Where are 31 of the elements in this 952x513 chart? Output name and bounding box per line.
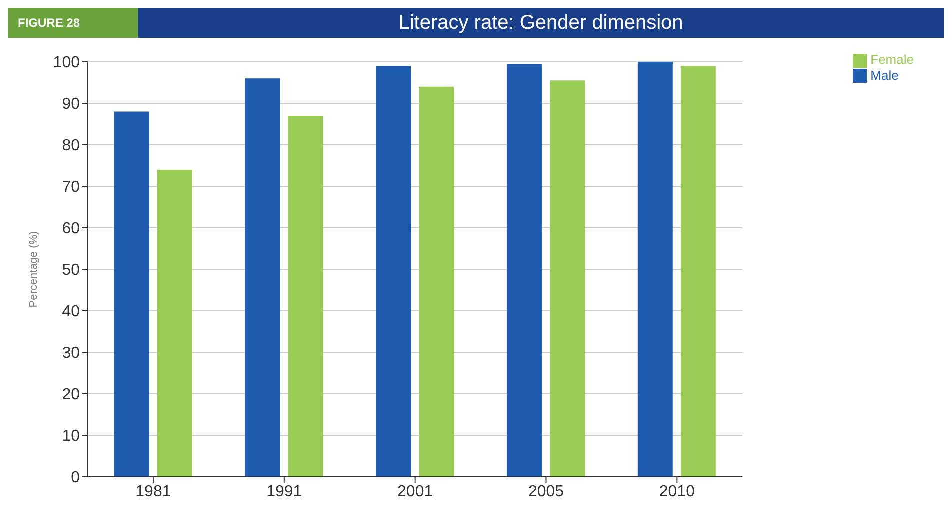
y-tick-label: 10: [62, 428, 80, 446]
bar: [376, 66, 412, 477]
y-tick-label: 100: [53, 54, 80, 72]
bar: [288, 116, 324, 477]
x-tick-label: 2001: [398, 483, 434, 500]
y-tick-label: 20: [62, 386, 80, 404]
y-tick-label: 0: [71, 470, 80, 487]
x-tick-label: 2005: [528, 483, 564, 500]
bar: [550, 80, 585, 477]
legend-label: Male: [870, 68, 899, 83]
y-tick-label: 60: [62, 220, 80, 238]
y-tick-label: 40: [62, 304, 80, 321]
caption: FIGURE 28: [8, 8, 138, 38]
y-tick-label: 70: [62, 179, 80, 196]
bar: [114, 112, 150, 477]
chart-title: Literacy rate: Gender dimension: [138, 8, 944, 38]
y-tick-label: 50: [62, 262, 80, 280]
y-tick-label: 30: [62, 345, 80, 362]
bar: [245, 78, 280, 477]
x-tick-label: 1981: [136, 483, 172, 500]
x-tick-label: 1991: [266, 483, 302, 500]
x-tick-label: 2010: [659, 483, 696, 500]
bar: [638, 62, 673, 477]
bar: [680, 66, 716, 477]
y-tick-label: 80: [62, 138, 80, 155]
bar: [506, 64, 542, 477]
legend-label: Female: [870, 52, 914, 67]
y-tick-label: 90: [62, 96, 80, 114]
y-axis-title: Percentage (%): [28, 231, 40, 308]
bar: [157, 170, 192, 477]
bar: [419, 86, 454, 477]
